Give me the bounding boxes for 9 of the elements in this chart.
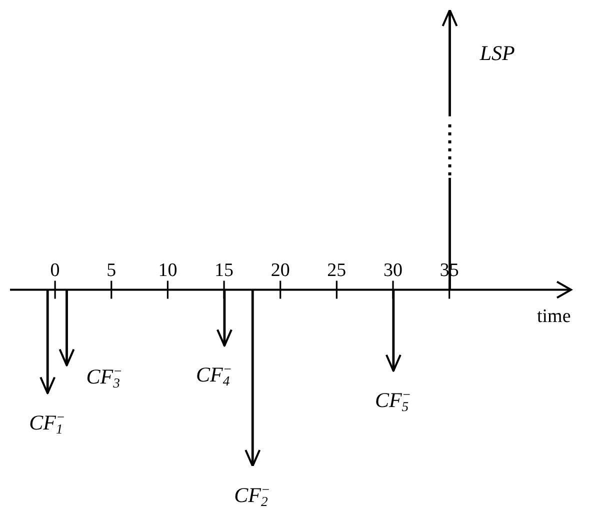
x-axis-title: time bbox=[537, 306, 571, 327]
x-tick-label: 20 bbox=[270, 260, 290, 281]
x-tick-label: 10 bbox=[158, 260, 178, 281]
x-tick-label: 15 bbox=[214, 260, 234, 281]
x-tick-label: 25 bbox=[327, 260, 346, 281]
x-tick-label: 5 bbox=[106, 260, 116, 281]
annotation: LSP bbox=[478, 41, 516, 65]
x-tick-label: 0 bbox=[50, 260, 60, 281]
x-tick-label: 30 bbox=[384, 260, 403, 281]
